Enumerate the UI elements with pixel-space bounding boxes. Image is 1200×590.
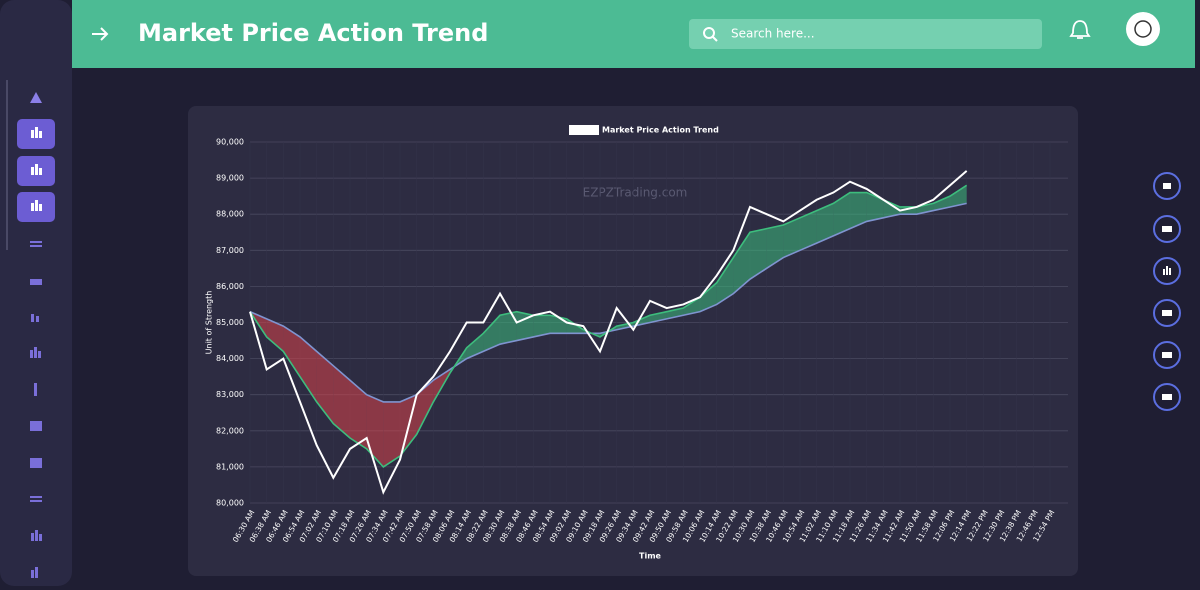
y-tick-label: 89,000 <box>216 174 244 183</box>
trend-band <box>783 217 800 258</box>
trend-band <box>333 365 350 439</box>
search-icon <box>703 27 715 39</box>
page-title: Market Price Action Trend <box>138 19 488 47</box>
trend-band <box>383 401 400 467</box>
y-axis-label: Unit of Strength <box>205 291 214 355</box>
y-tick-label: 88,000 <box>216 210 244 219</box>
chart-panel <box>188 106 1078 576</box>
sidebar <box>0 0 72 586</box>
trend-band <box>350 380 367 449</box>
y-tick-label: 87,000 <box>216 246 244 255</box>
trend-band <box>700 282 717 312</box>
trend-band <box>883 199 900 218</box>
y-tick-label: 83,000 <box>216 390 244 399</box>
trend-band <box>300 336 317 402</box>
trend-band <box>866 192 884 222</box>
right-icon-glyphs <box>1162 183 1172 400</box>
legend-label: Market Price Action Trend <box>602 126 719 135</box>
trend-band <box>683 297 700 316</box>
trend-band <box>816 203 834 244</box>
y-tick-label: 82,000 <box>216 426 244 435</box>
avatar[interactable] <box>1126 12 1160 46</box>
search-icon <box>712 36 718 42</box>
right-icons[interactable] <box>1153 172 1181 411</box>
menu-toggle[interactable] <box>92 27 109 41</box>
trend-band <box>833 192 850 236</box>
sidebar-button[interactable] <box>17 119 55 149</box>
sidebar-icons[interactable] <box>30 241 42 578</box>
sidebar-icon[interactable] <box>30 92 42 103</box>
search-placeholder[interactable]: Search here... <box>731 27 815 41</box>
x-axis-label: Time <box>639 552 662 561</box>
sidebar-button[interactable] <box>17 156 55 186</box>
trend-band <box>533 315 550 337</box>
trend-band <box>750 228 767 280</box>
trend-band <box>466 333 484 359</box>
search-box[interactable] <box>689 19 1042 49</box>
avatar-logo <box>1134 20 1152 38</box>
sidebar-button[interactable] <box>17 192 55 222</box>
trend-band <box>933 196 950 211</box>
notification-bell[interactable] <box>1069 20 1091 39</box>
watermark: EZPZTrading.com <box>583 186 688 200</box>
trend-band <box>500 311 517 345</box>
trend-band <box>516 311 534 341</box>
trend-band <box>483 315 500 352</box>
trend-band <box>716 257 734 305</box>
trend-band <box>850 192 867 229</box>
y-tick-label: 81,000 <box>216 462 244 471</box>
trend-band <box>416 380 434 435</box>
trend-band <box>283 326 300 377</box>
trend-band <box>266 318 284 352</box>
trend-band <box>316 351 334 424</box>
y-tick-label: 86,000 <box>216 282 244 291</box>
y-tick-label: 85,000 <box>216 318 244 327</box>
y-tick-label: 80,000 <box>216 499 244 508</box>
price-line <box>249 170 968 495</box>
legend-swatch <box>569 125 599 135</box>
trend-band <box>950 185 967 207</box>
y-tick-label: 90,000 <box>216 138 244 147</box>
trend-band <box>800 210 817 251</box>
trend-band <box>766 225 784 269</box>
y-tick-label: 84,000 <box>216 354 244 363</box>
trend-band <box>733 232 750 294</box>
